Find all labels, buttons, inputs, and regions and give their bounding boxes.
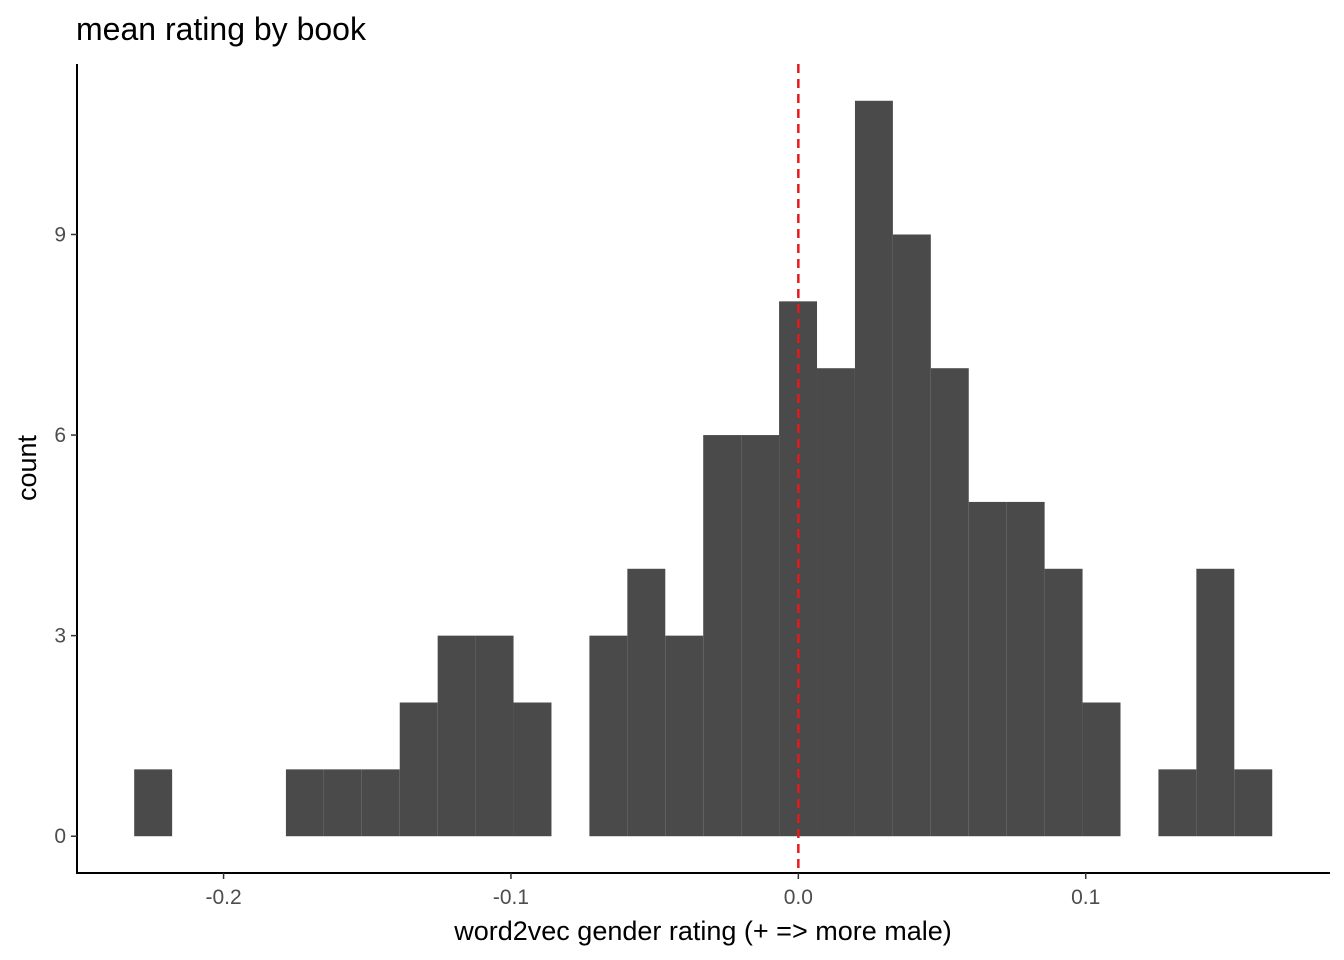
histogram-bar [854,100,893,837]
histogram-bar [1158,769,1197,837]
histogram-bar [627,568,666,837]
histogram-bar [285,769,324,837]
x-tick-label: 0.1 [1071,886,1100,909]
histogram-bar [134,769,173,837]
y-tick-label: 0 [54,825,66,848]
x-ticks-layer: -0.2 -0.1 0.0 0.1 [205,873,1100,909]
bars-layer [134,100,1273,837]
histogram-bar [475,635,514,837]
y-tick-label: 3 [54,625,66,648]
histogram-bar [323,769,362,837]
histogram-bar [703,435,742,837]
histogram-bar [361,769,400,837]
histogram-bar [1044,568,1083,837]
y-ticks-layer: 0 3 6 9 [54,223,77,848]
x-axis-title: word2vec gender rating (+ => more male) [453,916,952,946]
histogram-bar [1082,702,1121,837]
histogram-bar [589,635,628,837]
chart-title: mean rating by book [76,11,367,47]
y-tick-label: 6 [54,424,66,447]
y-axis-title: count [12,434,42,501]
y-tick-label: 9 [54,223,66,246]
histogram-bar [1234,769,1273,837]
histogram-bar [968,501,1007,837]
histogram-bar [741,435,780,837]
histogram-bar [1006,501,1045,837]
x-tick-label: -0.2 [205,886,241,909]
x-tick-label: 0.0 [784,886,813,909]
histogram-bar [1196,568,1235,837]
x-tick-label: -0.1 [493,886,529,909]
histogram-bar [437,635,476,837]
histogram-bar [817,368,855,837]
histogram-bar [665,635,704,837]
histogram-bar [930,368,969,837]
histogram-bar [513,702,552,837]
histogram-bar [892,234,931,837]
histogram-bar [399,702,438,837]
